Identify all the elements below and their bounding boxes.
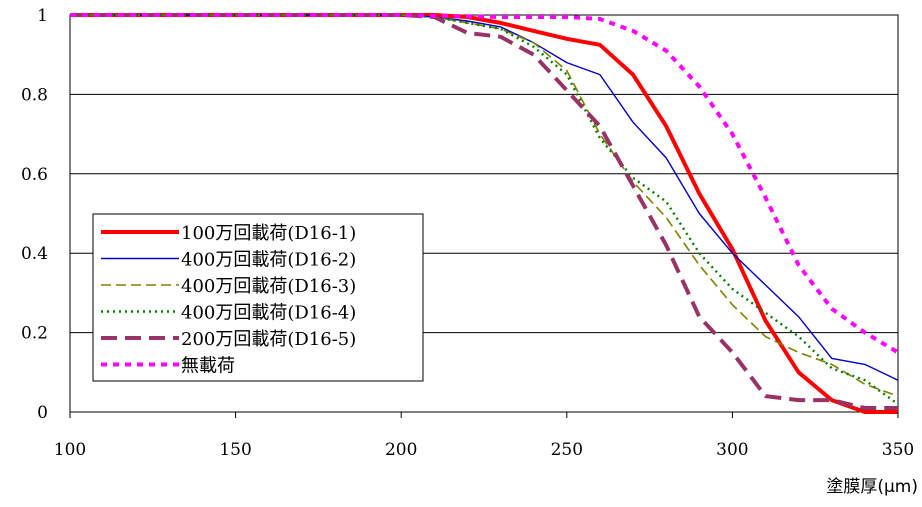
x-tick-label: 100	[54, 440, 86, 460]
legend-label: 無載荷	[181, 356, 235, 377]
legend: 100万回載荷(D16-1) 400万回載荷(D16-2) 400万回載荷(D16-…	[92, 213, 424, 382]
x-axis-ticks: 100 150 200 250 300 350	[54, 412, 914, 460]
y-tick-label: 0.4	[21, 244, 48, 264]
y-tick-label: 0	[37, 403, 48, 423]
series-line	[70, 14, 899, 381]
series-line	[70, 13, 898, 410]
series-line	[70, 13, 900, 355]
legend-label: 100万回載荷(D16-1)	[181, 223, 356, 244]
series-line	[70, 13, 899, 406]
legend-box	[92, 213, 424, 382]
y-tick-label: 1	[37, 6, 48, 26]
x-tick-label: 250	[551, 440, 583, 460]
y-tick-label: 0.8	[21, 85, 48, 105]
x-tick-label: 200	[385, 440, 417, 460]
y-tick-label: 0.2	[21, 324, 48, 344]
legend-label: 400万回載荷(D16-2)	[181, 250, 356, 271]
legend-label: 400万回載荷(D16-3)	[181, 276, 356, 297]
y-tick-label: 0.6	[21, 165, 48, 185]
series-line	[70, 14, 899, 397]
y-axis-ticks: 0 0.2 0.4 0.6 0.8 1	[21, 6, 48, 423]
x-axis-title: 塗膜厚(μm)	[826, 476, 918, 497]
x-tick-label: 300	[716, 440, 748, 460]
x-tick-label: 350	[882, 440, 914, 460]
series-lines	[70, 13, 900, 414]
legend-label: 400万回載荷(D16-4)	[181, 303, 356, 324]
x-tick-label: 150	[219, 440, 251, 460]
legend-label: 200万回載荷(D16-5)	[181, 329, 356, 350]
